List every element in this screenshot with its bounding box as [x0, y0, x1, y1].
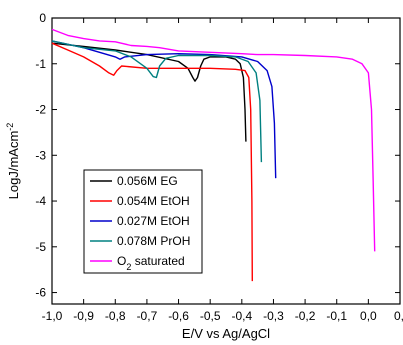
legend-label-sub: 2 — [126, 262, 131, 272]
y-tick-label: 0 — [39, 11, 46, 25]
legend-label: 0.056M EG — [117, 174, 178, 188]
legend-label: O2 saturated — [117, 254, 185, 272]
y-axis-title-sup: -2 — [5, 123, 15, 131]
x-tick-label: 0,0 — [360, 309, 377, 323]
tick-marks — [51, 17, 401, 304]
x-tick-label: -0,1 — [326, 309, 347, 323]
y-axis-title-main: LogJ/mAcm — [6, 131, 21, 200]
legend-label-main: O — [117, 254, 126, 268]
y-tick-label: -6 — [35, 286, 46, 300]
y-tick-label: -5 — [35, 240, 46, 254]
y-tick-label: -1 — [35, 57, 46, 71]
x-tick-labels: -1,0 -0,9 -0,8 -0,7 -0,6 -0,5 -0,4 -0,3 -0,2 -0,1… — [42, 309, 403, 323]
x-tick-label: 0, — [394, 309, 403, 323]
x-tick-label: -1,0 — [42, 309, 63, 323]
x-tick-label: -0,3 — [263, 309, 284, 323]
x-tick-label: -0,4 — [231, 309, 252, 323]
plot-area — [51, 17, 401, 305]
series-line — [51, 40, 277, 179]
plot-frame — [51, 17, 401, 305]
x-tick-label: -0,7 — [137, 309, 158, 323]
legend-label-rest: saturated — [131, 254, 184, 268]
legend-label: 0.027M EtOH — [117, 214, 190, 228]
legend-label: 0.078M PrOH — [117, 234, 190, 248]
x-tick-label: -0,6 — [168, 309, 189, 323]
y-axis-title: LogJ/mAcm-2 — [5, 123, 21, 200]
x-tick-label: -0,5 — [200, 309, 221, 323]
legend-label: 0.054M EtOH — [117, 194, 190, 208]
x-axis-title: E/V vs Ag/AgCl — [182, 326, 270, 341]
y-tick-label: -4 — [35, 194, 46, 208]
legend-items: 0.056M EG 0.054M EtOH 0.027M EtOH 0.078M Pr… — [90, 174, 190, 272]
series-layer — [51, 28, 376, 282]
x-tick-label: -0,9 — [73, 309, 94, 323]
series-line — [51, 28, 376, 252]
y-tick-labels: 0 -1 -2 -3 -4 -5 -6 — [35, 11, 46, 300]
y-tick-label: -2 — [35, 103, 46, 117]
legend: 0.056M EG 0.054M EtOH 0.027M EtOH 0.078M Pr… — [83, 169, 203, 274]
y-tick-label: -3 — [35, 148, 46, 162]
series-line — [51, 42, 247, 142]
x-tick-label: -0,8 — [105, 309, 126, 323]
series-line — [51, 40, 263, 163]
x-tick-label: -0,2 — [295, 309, 316, 323]
